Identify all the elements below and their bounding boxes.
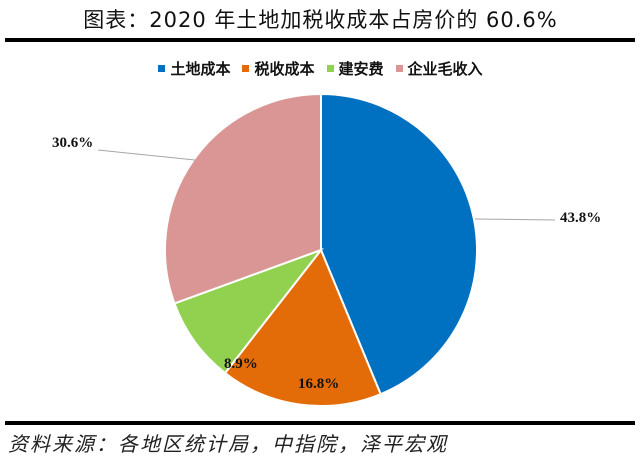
slice-margin (164, 92, 322, 305)
slice-construction (173, 247, 324, 375)
slice-land (320, 92, 479, 396)
legend-label: 企业毛收入 (407, 60, 483, 78)
top-divider (5, 38, 635, 42)
bottom-divider (5, 421, 635, 425)
legend-swatch-icon (395, 65, 403, 72)
legend-label: 土地成本 (170, 60, 231, 78)
legend-swatch-icon (242, 65, 250, 72)
leader-line (97, 149, 196, 161)
label-tax: 16.8% (298, 376, 340, 392)
legend-item-tax: 税收成本 (242, 58, 315, 79)
legend-swatch-icon (326, 65, 334, 72)
legend-swatch-icon (158, 65, 166, 72)
chart-title: 图表：2020 年土地加税收成本占房价的 60.6% (83, 8, 558, 32)
slice-tax (223, 248, 382, 407)
leader-line (474, 218, 556, 221)
legend-item-land: 土地成本 (158, 58, 230, 79)
legend-item-construction: 建安费 (326, 58, 384, 79)
legend-label: 税收成本 (254, 60, 315, 78)
legend-label: 建安费 (338, 60, 384, 78)
legend-item-margin: 企业毛收入 (395, 58, 483, 79)
label-land: 43.8% (560, 210, 602, 226)
source-note: 资料来源：各地区统计局，中指院，泽平宏观 (8, 432, 448, 456)
legend: 土地成本 税收成本 建安费 企业毛收入 (0, 58, 641, 79)
label-margin: 30.6% (52, 135, 94, 151)
label-construction: 8.9% (224, 356, 258, 372)
